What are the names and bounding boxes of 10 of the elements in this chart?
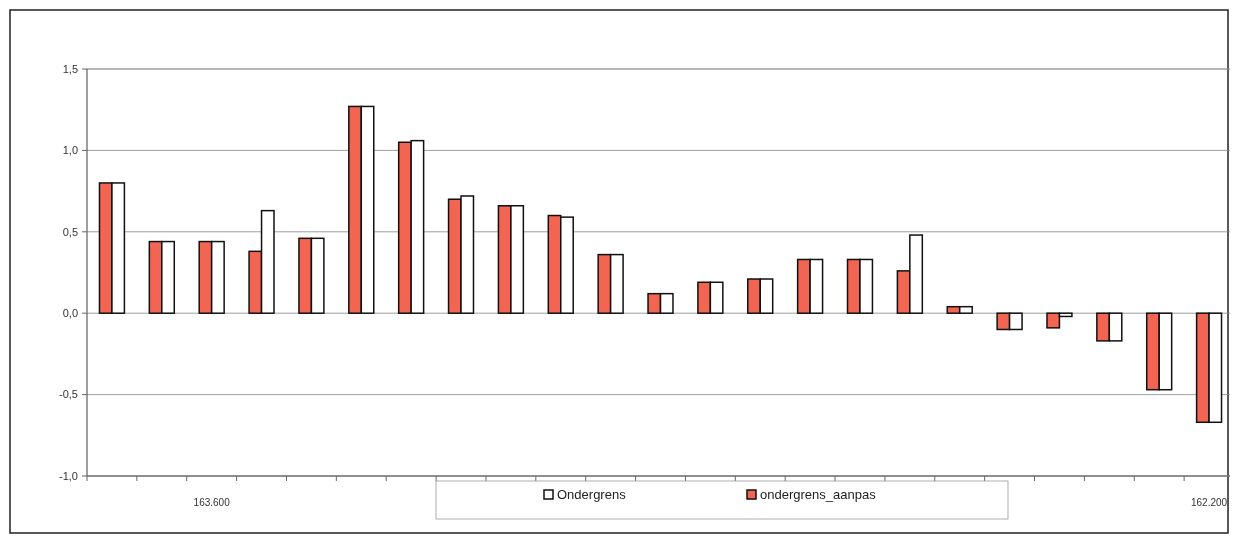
legend-label: ondergrens_aanpas — [760, 487, 877, 502]
y-tick-label: 1,5 — [62, 62, 78, 75]
legend-label: Ondergrens — [557, 487, 627, 502]
x-tick-label: 163.600 — [193, 497, 231, 508]
y-tick-label: -0,5 — [59, 388, 78, 401]
y-tick-label: 1,0 — [62, 144, 78, 157]
y-tick-label: 0,5 — [62, 225, 78, 238]
x-tick-label: 162.200 — [1190, 497, 1228, 508]
y-tick-label: 0,0 — [62, 307, 78, 320]
y-tick-label: -1,0 — [59, 469, 78, 482]
